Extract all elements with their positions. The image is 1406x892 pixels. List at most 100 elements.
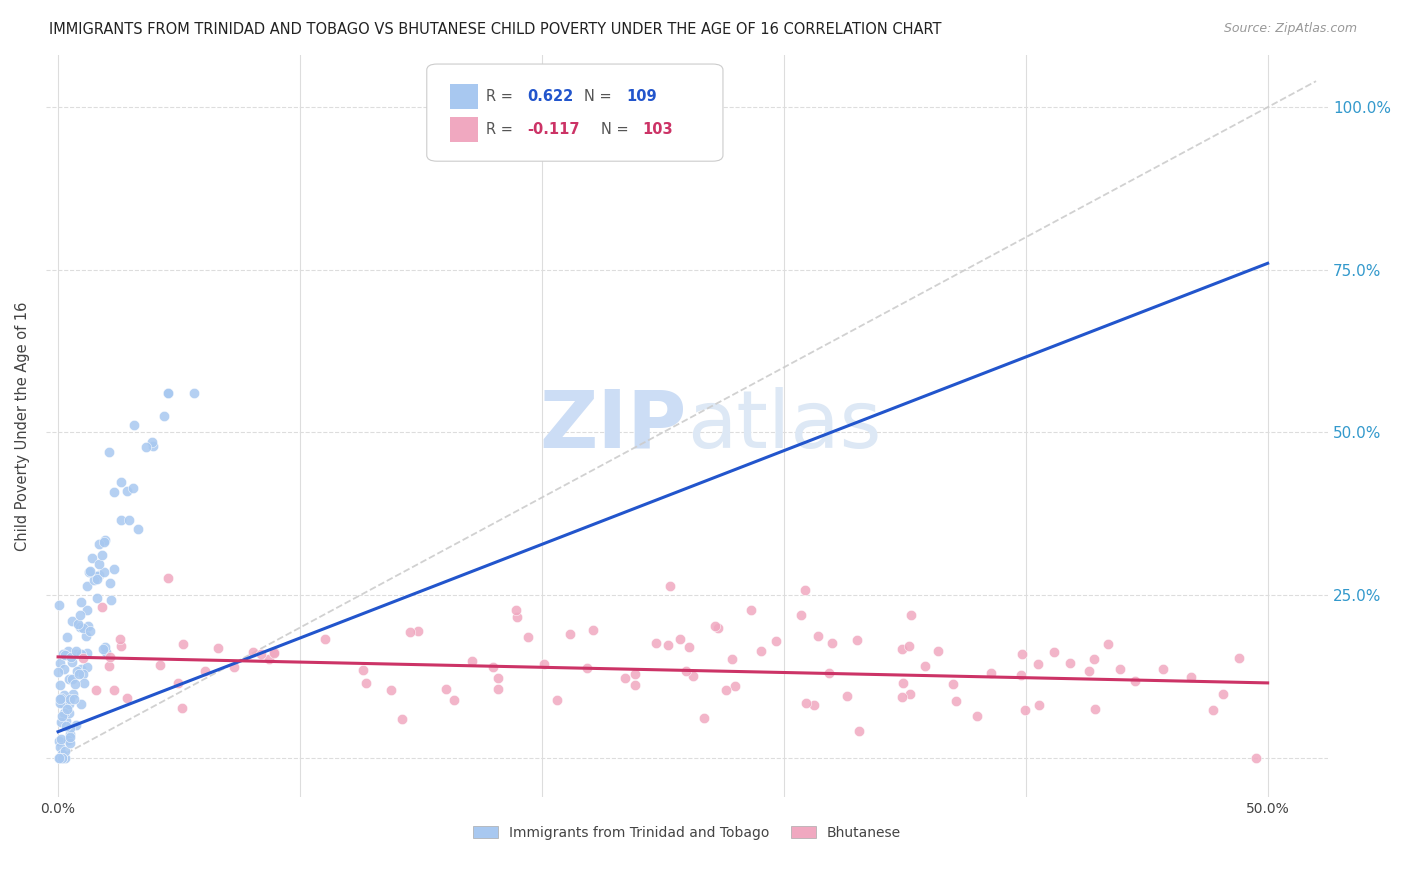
Point	[818, 665, 841, 680]
Point	[460, 654, 482, 668]
Point	[183, 386, 205, 401]
Text: ZIP: ZIP	[540, 387, 688, 465]
Point	[242, 644, 264, 658]
Point	[76, 660, 98, 674]
Point	[1227, 650, 1250, 665]
Point	[56, 630, 79, 644]
Point	[83, 573, 105, 587]
Point	[86, 591, 108, 606]
Point	[257, 651, 280, 665]
Point	[582, 624, 605, 638]
Point	[1212, 688, 1234, 702]
Point	[891, 690, 914, 704]
Bar	[450, 84, 478, 110]
Point	[1109, 662, 1132, 676]
Text: atlas: atlas	[688, 387, 882, 465]
Point	[740, 603, 762, 617]
Point	[486, 682, 509, 697]
FancyBboxPatch shape	[427, 64, 723, 161]
Point	[49, 750, 72, 764]
Point	[53, 744, 76, 758]
Point	[1011, 647, 1033, 661]
Point	[624, 666, 647, 681]
Point	[52, 693, 75, 707]
Point	[966, 708, 988, 723]
Point	[60, 672, 83, 686]
Point	[58, 698, 80, 712]
Point	[51, 750, 73, 764]
Point	[48, 598, 70, 612]
Point	[1077, 665, 1099, 679]
Text: N =: N =	[602, 122, 633, 136]
Point	[91, 548, 114, 562]
Point	[914, 659, 936, 673]
Point	[53, 662, 76, 676]
Point	[97, 658, 120, 673]
Point	[893, 676, 915, 690]
Point	[108, 632, 131, 646]
Point	[194, 665, 217, 679]
Point	[623, 678, 645, 692]
Point	[84, 682, 107, 697]
Point	[76, 579, 98, 593]
Point	[98, 650, 121, 665]
Point	[142, 439, 165, 453]
Point	[645, 636, 668, 650]
Point	[793, 582, 815, 597]
Point	[93, 565, 115, 579]
Point	[89, 537, 111, 551]
Text: N =: N =	[585, 89, 617, 104]
Point	[898, 688, 921, 702]
Point	[724, 680, 747, 694]
Point	[1083, 652, 1105, 666]
Point	[1097, 637, 1119, 651]
Point	[49, 690, 72, 705]
Point	[53, 689, 76, 703]
Point	[434, 681, 457, 696]
Point	[59, 692, 82, 706]
Point	[79, 624, 101, 638]
Point	[62, 615, 84, 629]
Point	[51, 747, 73, 761]
Point	[96, 645, 118, 659]
Point	[669, 632, 692, 646]
Text: R =: R =	[485, 89, 517, 104]
Point	[156, 386, 179, 401]
Point	[48, 739, 70, 754]
Point	[506, 610, 529, 624]
Point	[72, 666, 94, 681]
Text: 0.622: 0.622	[527, 89, 574, 104]
Point	[59, 736, 82, 750]
Point	[118, 513, 141, 527]
Point	[110, 475, 132, 489]
Point	[482, 660, 505, 674]
Point	[103, 683, 125, 698]
Point	[100, 592, 122, 607]
Point	[704, 619, 727, 633]
Text: R =: R =	[485, 122, 517, 136]
Point	[51, 709, 73, 723]
Point	[70, 594, 93, 608]
Point	[848, 723, 870, 738]
Point	[117, 690, 139, 705]
Point	[794, 696, 817, 710]
Point	[1010, 667, 1032, 681]
Point	[314, 632, 336, 647]
Point	[103, 562, 125, 576]
Text: -0.117: -0.117	[527, 122, 579, 136]
Point	[1084, 702, 1107, 716]
Point	[614, 671, 637, 685]
Point	[49, 678, 72, 692]
Point	[89, 557, 111, 571]
Point	[1059, 656, 1081, 670]
Point	[156, 571, 179, 585]
Point	[263, 645, 285, 659]
Text: 103: 103	[643, 122, 673, 136]
Point	[803, 698, 825, 712]
Point	[149, 657, 172, 672]
Point	[207, 640, 229, 655]
Point	[98, 444, 121, 458]
Point	[127, 522, 149, 536]
Point	[51, 750, 73, 764]
Point	[66, 664, 89, 678]
